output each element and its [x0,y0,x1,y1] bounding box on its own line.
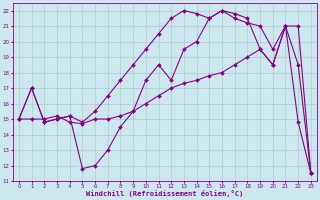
X-axis label: Windchill (Refroidissement éolien,°C): Windchill (Refroidissement éolien,°C) [86,190,244,197]
